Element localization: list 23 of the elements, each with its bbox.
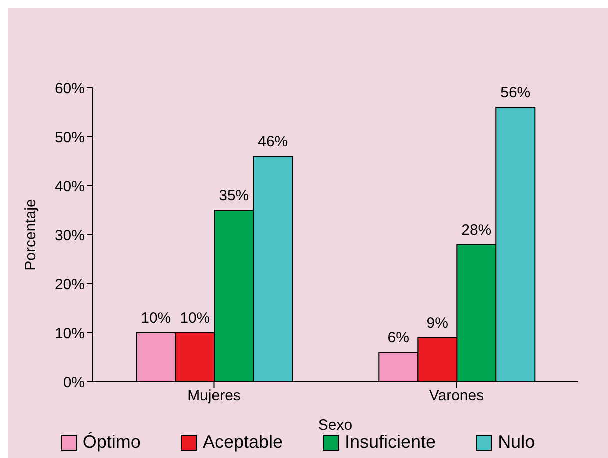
data-label: 9% [426, 314, 448, 332]
x-tick-label: Mujeres [188, 388, 241, 405]
data-label: 28% [462, 222, 492, 239]
data-label: 35% [219, 188, 250, 204]
data-label: 46% [258, 134, 288, 151]
x-tick-label: Varones [429, 388, 484, 405]
legend-label: Nulo [497, 432, 536, 453]
data-label: 10% [141, 310, 172, 327]
data-label: 6% [388, 330, 410, 347]
x-axis-title: Sexo [318, 417, 353, 434]
legend-label: Aceptable [202, 432, 283, 453]
legend-label: Insuficiente [344, 432, 436, 453]
legend-label: Óptimo [82, 432, 141, 453]
y-tick-label: 20% [54, 276, 85, 294]
y-tick-label: 0% [63, 374, 85, 392]
data-label: 10% [180, 310, 210, 327]
y-axis-title: Porcentaje [22, 199, 40, 271]
y-tick-label: 40% [54, 178, 85, 196]
y-tick-label: 50% [54, 129, 85, 146]
y-tick-label: 30% [54, 227, 85, 244]
data-label: 56% [500, 84, 531, 102]
y-tick-label: 10% [54, 325, 85, 342]
y-tick-label: 60% [54, 80, 85, 98]
